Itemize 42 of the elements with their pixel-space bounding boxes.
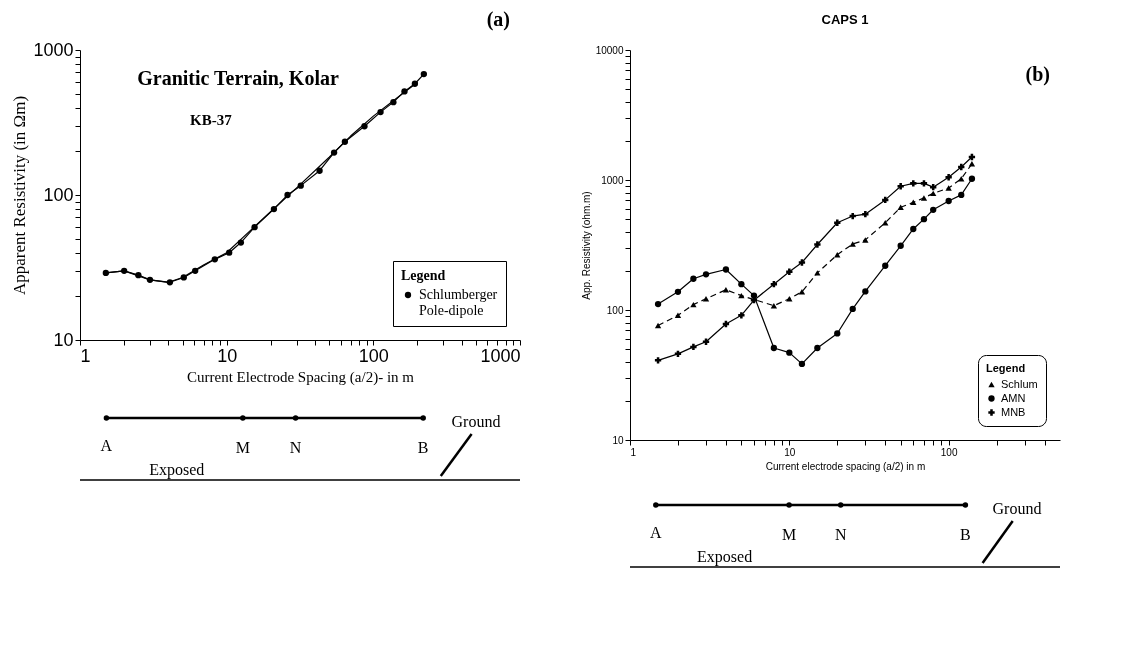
legend-label: Schlum bbox=[1001, 377, 1038, 390]
x-tick-label: 100 bbox=[940, 446, 958, 458]
text: Ground bbox=[992, 500, 1042, 517]
text: Exposed bbox=[697, 548, 753, 566]
legend-label: Schlumberger bbox=[419, 287, 498, 302]
y-axis-title: App. Resistivity (ohm.m) bbox=[580, 191, 592, 300]
text: (a) bbox=[486, 8, 510, 31]
x-tick-label: 10 bbox=[217, 345, 238, 366]
text: N bbox=[834, 526, 847, 543]
legend-label: MNB bbox=[1001, 405, 1026, 418]
text: Ground bbox=[451, 413, 501, 430]
y-tick-label: 1000 bbox=[601, 174, 624, 186]
legend-title: Legend bbox=[986, 362, 1026, 374]
text: M bbox=[235, 439, 250, 456]
text: Granitic Terrain, Kolar bbox=[137, 67, 339, 89]
text: KB-37 bbox=[190, 111, 233, 128]
y-axis-title: Apparent Resistivity (in Ωm) bbox=[10, 95, 30, 296]
text: B bbox=[417, 439, 429, 456]
y-tick-label: 100 bbox=[606, 304, 624, 316]
text: A bbox=[100, 437, 113, 454]
text: A bbox=[650, 524, 663, 541]
text: M bbox=[781, 526, 797, 543]
text: Exposed bbox=[149, 461, 205, 479]
x-tick-label: 10 bbox=[784, 446, 796, 458]
y-tick-label: 1000 bbox=[33, 39, 74, 60]
text: Pole-dipole bbox=[419, 303, 484, 318]
chart-title: CAPS 1 bbox=[821, 12, 869, 27]
text: B bbox=[960, 526, 971, 543]
x-tick-label: 100 bbox=[358, 345, 389, 366]
legend-label: AMN bbox=[1001, 391, 1026, 404]
y-tick-label: 10000 bbox=[595, 44, 624, 56]
x-tick-label: 1 bbox=[630, 446, 637, 458]
legend-title: Legend bbox=[401, 268, 446, 283]
annotation: (b) bbox=[1025, 63, 1050, 86]
x-axis-title: Current Electrode Spacing (a/2)- in m bbox=[186, 368, 415, 386]
x-axis-title: Current electrode spacing (a/2) in m bbox=[765, 460, 926, 472]
text: N bbox=[289, 439, 302, 456]
y-tick-label: 10 bbox=[612, 434, 624, 446]
x-tick-label: 1 bbox=[80, 345, 91, 366]
y-tick-label: 100 bbox=[43, 184, 74, 205]
y-tick-label: 10 bbox=[53, 329, 74, 350]
x-tick-label: 1000 bbox=[480, 345, 521, 366]
